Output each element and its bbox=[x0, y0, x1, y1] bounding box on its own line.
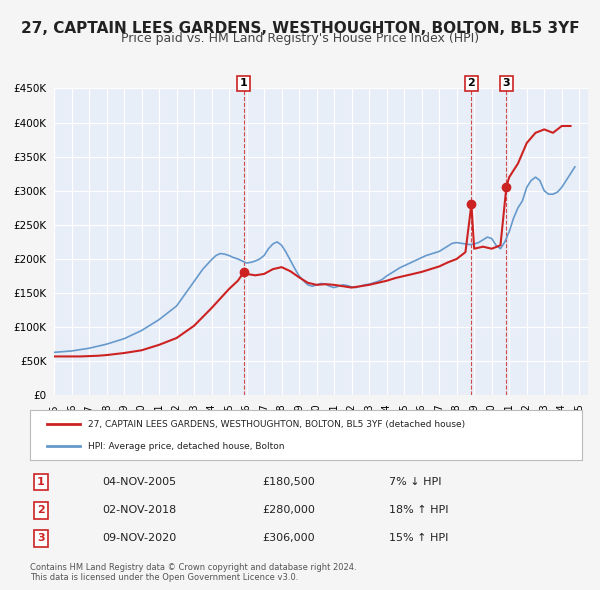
Text: 7% ↓ HPI: 7% ↓ HPI bbox=[389, 477, 442, 487]
Text: £180,500: £180,500 bbox=[262, 477, 314, 487]
Text: 1: 1 bbox=[240, 78, 248, 88]
Text: 2: 2 bbox=[37, 505, 45, 515]
Text: 1: 1 bbox=[37, 477, 45, 487]
Text: 27, CAPTAIN LEES GARDENS, WESTHOUGHTON, BOLTON, BL5 3YF: 27, CAPTAIN LEES GARDENS, WESTHOUGHTON, … bbox=[20, 21, 580, 35]
Text: 27, CAPTAIN LEES GARDENS, WESTHOUGHTON, BOLTON, BL5 3YF (detached house): 27, CAPTAIN LEES GARDENS, WESTHOUGHTON, … bbox=[88, 419, 465, 428]
Text: 09-NOV-2020: 09-NOV-2020 bbox=[102, 533, 176, 543]
Text: £306,000: £306,000 bbox=[262, 533, 314, 543]
Text: 3: 3 bbox=[503, 78, 510, 88]
Text: 18% ↑ HPI: 18% ↑ HPI bbox=[389, 505, 448, 515]
Text: Price paid vs. HM Land Registry's House Price Index (HPI): Price paid vs. HM Land Registry's House … bbox=[121, 32, 479, 45]
Text: HPI: Average price, detached house, Bolton: HPI: Average price, detached house, Bolt… bbox=[88, 442, 284, 451]
Text: Contains HM Land Registry data © Crown copyright and database right 2024.: Contains HM Land Registry data © Crown c… bbox=[30, 563, 356, 572]
Text: This data is licensed under the Open Government Licence v3.0.: This data is licensed under the Open Gov… bbox=[30, 573, 298, 582]
Text: £280,000: £280,000 bbox=[262, 505, 315, 515]
Text: 2: 2 bbox=[467, 78, 475, 88]
Text: 04-NOV-2005: 04-NOV-2005 bbox=[102, 477, 176, 487]
Text: 02-NOV-2018: 02-NOV-2018 bbox=[102, 505, 176, 515]
Text: 15% ↑ HPI: 15% ↑ HPI bbox=[389, 533, 448, 543]
Text: 3: 3 bbox=[37, 533, 45, 543]
